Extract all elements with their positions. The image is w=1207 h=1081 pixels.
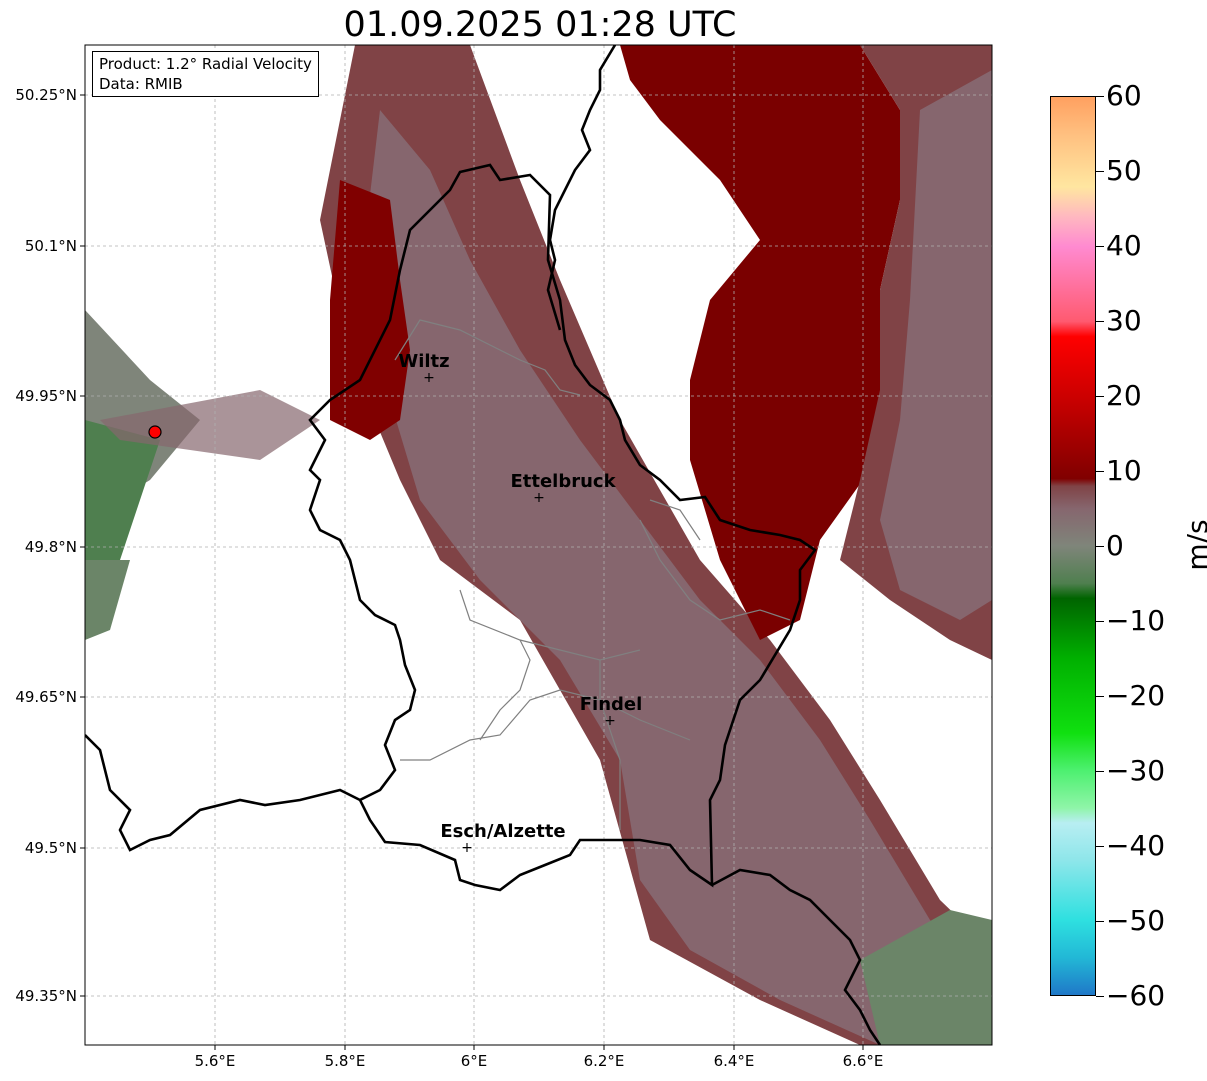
colorbar-tick-label: 40	[1106, 229, 1142, 262]
country-borders	[85, 45, 882, 1045]
colorbar	[1050, 96, 1096, 996]
colorbar-tick-label: −10	[1106, 604, 1166, 637]
colorbar-tick-mark	[1096, 696, 1104, 697]
colorbar-tick-mark	[1096, 246, 1104, 247]
colorbar-tick-label: −50	[1106, 904, 1166, 937]
city-marker-esch: +	[461, 840, 473, 856]
colorbar-tick-label: −60	[1106, 979, 1166, 1012]
colorbar-tick-mark	[1096, 846, 1104, 847]
colorbar-tick-label: −40	[1106, 829, 1166, 862]
colorbar-tick-mark	[1096, 471, 1104, 472]
product-label: Product: 1.2° Radial Velocity	[99, 55, 312, 73]
border-southeast	[711, 868, 882, 1045]
lat-label: 49.5°N	[24, 839, 77, 857]
city-marker-wiltz: +	[423, 370, 435, 386]
border-luxembourg	[308, 163, 817, 892]
canton-borders	[394, 319, 791, 830]
colorbar-tick-mark	[1096, 171, 1104, 172]
velocity-area-ne-gray	[880, 70, 992, 620]
lon-label: 5.8°E	[324, 1052, 366, 1070]
colorbar-tick-label: 10	[1106, 454, 1142, 487]
axis-ticks	[80, 94, 864, 1050]
colorbar-tick-mark	[1096, 546, 1104, 547]
map-title: 01.09.2025 01:28 UTC	[343, 5, 737, 45]
lon-label: 6.2°E	[583, 1052, 625, 1070]
lon-label: 5.6°E	[194, 1052, 236, 1070]
border-east	[546, 45, 617, 331]
radar-clutter-west	[85, 310, 320, 640]
city-label-ettelbruck: Ettelbruck	[510, 471, 616, 492]
colorbar-tick-label: −30	[1106, 754, 1166, 787]
lon-label: 6.6°E	[842, 1052, 884, 1070]
lon-label: 6.4°E	[713, 1052, 755, 1070]
lon-label: 6°E	[460, 1052, 488, 1070]
product-info-box: Product: 1.2° Radial Velocity Data: RMIB	[92, 51, 319, 97]
colorbar-tick-label: 60	[1106, 79, 1142, 112]
lat-label: 49.65°N	[15, 688, 77, 706]
city-label-wiltz: Wiltz	[398, 351, 450, 372]
velocity-area-wiltz-red	[330, 180, 410, 440]
radar-site-marker	[148, 425, 162, 439]
colorbar-unit: m/s	[1181, 519, 1207, 571]
city-marker-ettelbruck: +	[533, 490, 545, 506]
velocity-band-zero	[360, 110, 992, 1045]
colorbar-tick-mark	[1096, 921, 1104, 922]
colorbar-tick-label: 30	[1106, 304, 1142, 337]
grid-lines	[85, 45, 992, 1045]
colorbar-tick-mark	[1096, 771, 1104, 772]
border-west	[85, 734, 361, 852]
lat-label: 49.8°N	[24, 538, 77, 556]
lat-label: 50.1°N	[24, 237, 77, 255]
colorbar-tick-mark	[1096, 396, 1104, 397]
data-source-label: Data: RMIB	[99, 75, 183, 93]
velocity-area-outbound-high-ne	[620, 45, 900, 640]
colorbar-tick-label: 20	[1106, 379, 1142, 412]
lat-label: 49.35°N	[15, 987, 77, 1005]
velocity-area-inbound-se	[860, 910, 992, 1045]
colorbar-tick-mark	[1096, 996, 1104, 997]
colorbar-tick-mark	[1096, 321, 1104, 322]
lat-label: 50.25°N	[15, 86, 77, 104]
colorbar-tick-label: −20	[1106, 679, 1166, 712]
lat-label: 49.95°N	[15, 387, 77, 405]
city-marker-findel: +	[604, 713, 616, 729]
colorbar-tick-mark	[1096, 621, 1104, 622]
colorbar-tick-mark	[1096, 96, 1104, 97]
city-label-esch: Esch/Alzette	[440, 821, 566, 842]
colorbar-tick-label: 50	[1106, 154, 1142, 187]
map-frame	[84, 44, 993, 1046]
city-label-findel: Findel	[579, 694, 643, 715]
colorbar-tick-label: 0	[1106, 529, 1124, 562]
